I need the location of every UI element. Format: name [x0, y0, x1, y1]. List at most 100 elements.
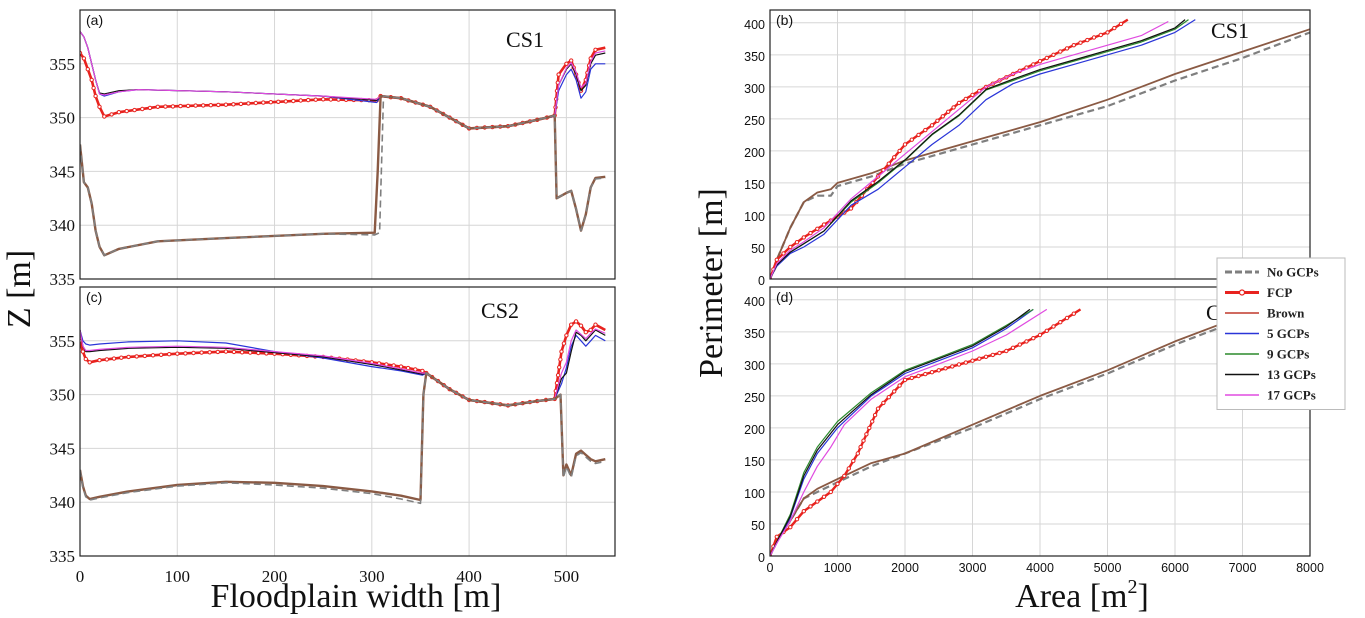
series-point-fcp [132, 107, 137, 113]
series-point-fcp [405, 365, 411, 371]
series-point-fcp [142, 353, 148, 359]
series-point-fcp [588, 327, 593, 333]
series-point-fcp [929, 123, 935, 128]
legend-label: 17 GCPs [1267, 388, 1316, 403]
x-tick-label: 500 [554, 567, 580, 586]
plot-frame [79, 9, 616, 280]
series-point-fcp [886, 161, 891, 166]
series-point-fcp [163, 104, 168, 109]
series-point-fcp [1105, 30, 1110, 35]
series-point-fcp [848, 206, 854, 211]
panel-label: (a) [86, 12, 103, 28]
y-tick-label: 335 [50, 547, 76, 566]
series-point-fcp [851, 458, 856, 464]
series-line-13-gcps [770, 308, 1031, 556]
series-point-fcp [87, 360, 92, 365]
series-point-fcp [413, 367, 418, 372]
series-point-fcp [963, 96, 968, 102]
series-point-fcp [977, 356, 982, 361]
series-point-fcp [872, 412, 878, 418]
series-point-fcp [886, 395, 891, 400]
series-point-fcp [897, 383, 902, 388]
series-point-fcp [815, 499, 820, 504]
cross-section-label: CS2 [481, 298, 519, 323]
x-tick-label: 1000 [824, 561, 852, 575]
y-tick-label: 340 [50, 216, 76, 235]
right-x-axis-label-main: Area [m [1015, 578, 1127, 615]
series-point-fcp [835, 481, 840, 487]
legend-entry-17-gcps: 17 GCPs [1225, 388, 1316, 403]
series-point-fcp [1037, 332, 1043, 338]
series-point-fcp [788, 525, 793, 530]
series-point-fcp [902, 377, 908, 383]
series-point-fcp [855, 451, 860, 456]
series-point-fcp [569, 58, 574, 63]
series-point-fcp [970, 358, 975, 363]
series-point-fcp [875, 406, 881, 411]
series-point-fcp [821, 222, 827, 227]
cross-section-label: CS1 [506, 27, 544, 52]
series-point-fcp [1078, 40, 1083, 45]
y-tick-label: 200 [744, 146, 765, 160]
series-point-fcp [909, 137, 914, 142]
x-tick-label: 300 [359, 567, 385, 586]
series-point-fcp [578, 323, 584, 328]
series-point-fcp [313, 97, 318, 102]
series-group [80, 31, 606, 257]
series-point-fcp [963, 360, 968, 365]
series-point-fcp [593, 47, 598, 52]
series-point-fcp [583, 330, 588, 335]
y-tick-label: 250 [744, 114, 765, 128]
panel-label: (d) [776, 289, 793, 305]
series-point-fcp [1091, 35, 1097, 40]
series-line-13-gcps [770, 19, 1186, 279]
plot-frame [769, 9, 1311, 280]
x-tick-label: 5000 [1094, 561, 1122, 575]
series-point-fcp [1098, 32, 1104, 38]
y-tick-label: 345 [50, 162, 76, 181]
series-point-fcp [892, 389, 897, 394]
series-point-fcp [902, 142, 908, 147]
series-point-fcp [561, 341, 567, 346]
legend-label: FCP [1267, 285, 1292, 300]
series-point-fcp [1037, 59, 1043, 64]
series-point-fcp [940, 114, 945, 119]
series-point-fcp [923, 127, 928, 133]
series-point-fcp [956, 100, 962, 106]
series-point-fcp [864, 432, 869, 437]
y-tick-label: 150 [744, 178, 765, 192]
series-point-fcp [1118, 21, 1124, 27]
series-point-fcp [207, 350, 212, 355]
series-point-fcp [774, 534, 779, 539]
y-tick-label: 50 [751, 242, 765, 256]
legend-entry-9-gcps: 9 GCPs [1225, 347, 1309, 362]
series-point-fcp [936, 368, 941, 373]
series-point-fcp [946, 109, 951, 115]
series-point-fcp [239, 350, 245, 355]
y-tick-label: 100 [744, 487, 765, 501]
series-point-fcp [248, 350, 253, 355]
y-tick-label: 100 [744, 210, 765, 224]
series-point-fcp [116, 110, 122, 115]
series-point-fcp [97, 358, 102, 363]
panel-b: 0 50 100 150 200 250 300 350 400 (b) CS1 [744, 9, 1311, 288]
panel-c: 0 100 200 300 400 500 335 340 345 350 355 (c) CS2 [50, 286, 616, 586]
series-point-fcp [111, 356, 117, 361]
series-point-fcp [909, 375, 914, 381]
series-point-fcp [398, 364, 404, 369]
series-point-fcp [573, 319, 579, 324]
y-tick-label: 150 [744, 455, 765, 469]
series-point-fcp [97, 104, 102, 110]
x-tick-label: 0 [76, 567, 85, 586]
series-point-fcp [867, 425, 872, 431]
y-tick-label: 250 [744, 391, 765, 405]
y-tick-label: 355 [50, 332, 76, 351]
series-point-fcp [208, 103, 214, 108]
legend-label: Brown [1267, 306, 1305, 321]
series-point-fcp [216, 102, 221, 108]
series-line-17-gcps [770, 20, 1169, 279]
x-tick-label: 7000 [1229, 561, 1257, 575]
series-point-fcp [150, 353, 156, 358]
series-point-fcp [178, 103, 183, 109]
series-point-fcp [1071, 43, 1077, 48]
